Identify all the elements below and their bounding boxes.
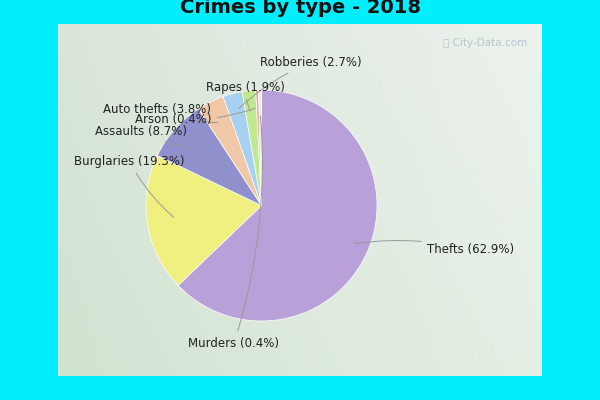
Wedge shape	[146, 156, 262, 286]
Text: Assaults (8.7%): Assaults (8.7%)	[95, 125, 194, 148]
Text: Auto thefts (3.8%): Auto thefts (3.8%)	[103, 103, 218, 123]
Wedge shape	[178, 90, 377, 321]
Wedge shape	[242, 90, 262, 206]
Wedge shape	[259, 90, 262, 206]
Text: Robberies (2.7%): Robberies (2.7%)	[239, 56, 362, 108]
Text: Rapes (1.9%): Rapes (1.9%)	[206, 81, 284, 111]
Text: Burglaries (19.3%): Burglaries (19.3%)	[74, 155, 185, 217]
Text: Arson (0.4%): Arson (0.4%)	[135, 108, 255, 126]
Title: Crimes by type - 2018: Crimes by type - 2018	[179, 0, 421, 17]
Wedge shape	[199, 96, 262, 206]
Text: ⓘ City-Data.com: ⓘ City-Data.com	[443, 38, 527, 48]
Wedge shape	[223, 92, 262, 206]
Text: Murders (0.4%): Murders (0.4%)	[188, 116, 280, 350]
Wedge shape	[256, 90, 262, 206]
Text: Thefts (62.9%): Thefts (62.9%)	[355, 240, 514, 256]
Wedge shape	[157, 109, 262, 206]
